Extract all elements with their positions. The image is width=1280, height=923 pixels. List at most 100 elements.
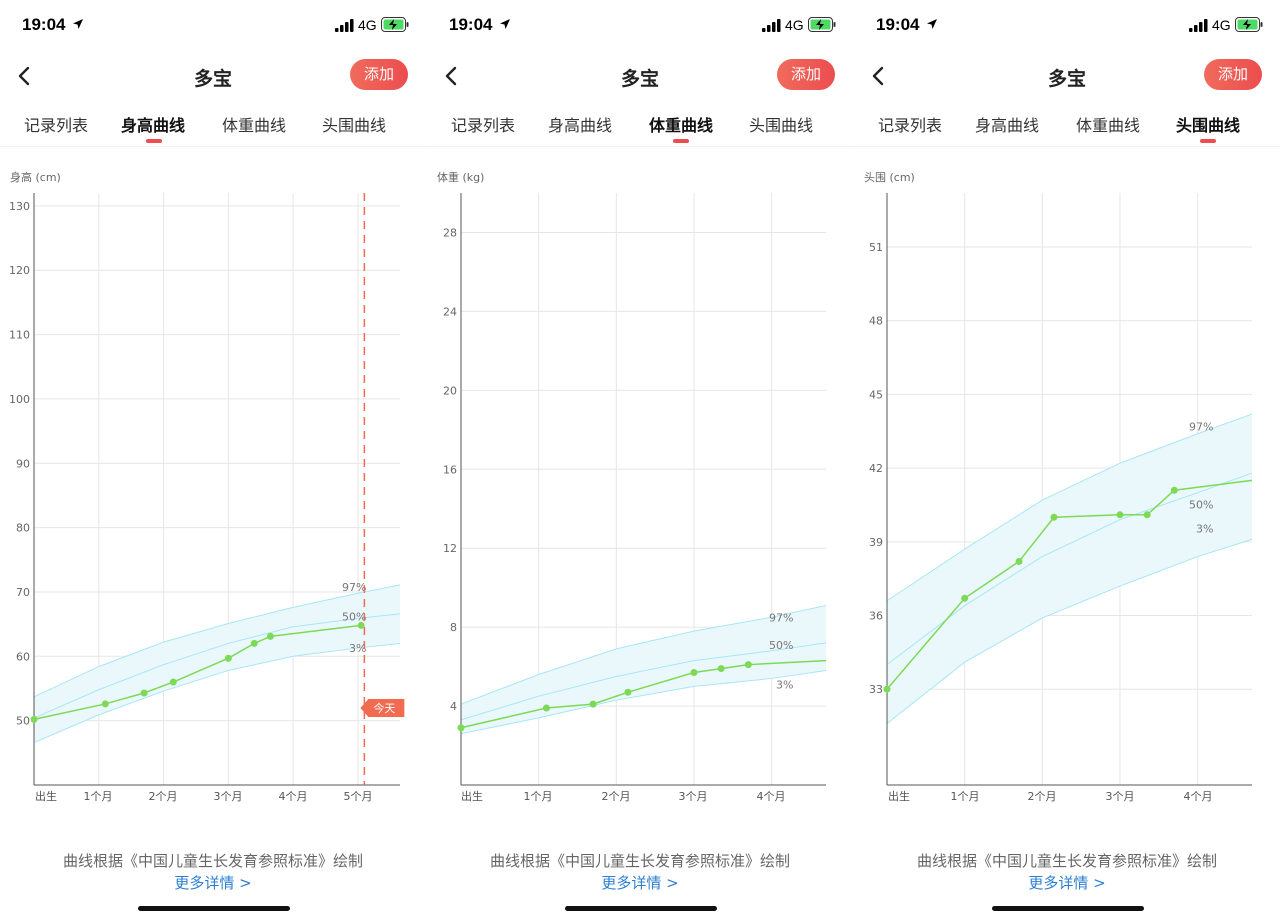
tab-height-curve[interactable]: 身高曲线: [548, 116, 613, 135]
divider: [0, 146, 426, 147]
measurement-point[interactable]: [30, 715, 38, 723]
measurement-point[interactable]: [542, 704, 550, 712]
y-tick-label: 28: [443, 226, 457, 239]
tab-weight-curve[interactable]: 体重曲线: [649, 116, 714, 135]
screen-height: 19:04 4G 多宝 添加 记录列表 身高曲线 体重曲线 头围曲线 身高 (c…: [0, 0, 426, 923]
y-tick-label: 50: [16, 715, 30, 728]
percentile-label: 50%: [769, 639, 793, 652]
percentile-label: 3%: [349, 642, 366, 655]
measurement-point[interactable]: [357, 621, 365, 629]
tab-weight-curve[interactable]: 体重曲线: [222, 116, 287, 135]
measurement-point[interactable]: [1116, 511, 1124, 519]
standard-note: 曲线根据《中国儿童生长发育参照标准》绘制: [62, 852, 363, 870]
x-tick-label: 2个月: [149, 790, 178, 803]
tab-height-curve[interactable]: 身高曲线: [121, 116, 186, 135]
more-details-link[interactable]: 更多详情 >: [601, 874, 679, 892]
y-tick-label: 8: [450, 621, 457, 634]
nav-bar: 多宝 添加: [0, 56, 426, 96]
screen-head: 19:04 4G 多宝 添加 记录列表 身高曲线 体重曲线 头围曲线 头围 (c…: [854, 0, 1280, 923]
y-tick-label: 20: [443, 384, 457, 397]
measurement-point[interactable]: [717, 665, 725, 673]
page-title: 多宝: [193, 68, 232, 90]
y-tick-label: 24: [443, 305, 457, 318]
measurement-point[interactable]: [883, 685, 891, 693]
x-tick-label: 2个月: [602, 790, 631, 803]
x-tick-label: 2个月: [1028, 790, 1057, 803]
tab-head-curve[interactable]: 头围曲线: [749, 116, 814, 135]
home-indicator: [565, 906, 717, 911]
status-bar: 19:04 4G: [427, 0, 853, 50]
tab-bar: 记录列表 身高曲线 体重曲线 头围曲线: [854, 112, 1280, 152]
y-tick-label: 51: [869, 241, 883, 254]
percentile-line: [460, 670, 827, 735]
tab-weight-curve[interactable]: 体重曲线: [1076, 116, 1141, 135]
percentile-line: [886, 413, 1253, 602]
percentile-line: [886, 472, 1253, 666]
x-tick-label: 1个月: [951, 790, 980, 803]
measurement-point[interactable]: [1170, 486, 1178, 494]
y-tick-label: 4: [450, 700, 457, 713]
measurement-point[interactable]: [224, 654, 232, 662]
today-marker[interactable]: 今天: [360, 699, 405, 717]
back-chevron-icon[interactable]: [444, 66, 458, 86]
measurement-point[interactable]: [1050, 513, 1058, 521]
measurement-point[interactable]: [169, 678, 177, 686]
measurement-point[interactable]: [744, 661, 752, 669]
growth-chart: 头围 (cm) 33 36 39 42 45 48 51 97% 50% 3% 出生 1个月 2个月 3个月…: [864, 171, 1253, 803]
measurement-point[interactable]: [624, 688, 632, 696]
x-tick-label: 3个月: [214, 790, 243, 803]
y-tick-label: 33: [869, 683, 883, 696]
page-title: 多宝: [620, 68, 659, 90]
measurement-line: [460, 659, 827, 729]
measurement-point[interactable]: [250, 639, 258, 647]
percentile-label: 97%: [1189, 421, 1213, 434]
y-tick-label: 36: [869, 610, 883, 623]
tab-record-list[interactable]: 记录列表: [24, 116, 89, 135]
percentile-line: [460, 642, 827, 721]
measurement-point[interactable]: [1015, 557, 1023, 565]
measurement-point[interactable]: [690, 669, 698, 677]
tab-record-list[interactable]: 记录列表: [878, 116, 943, 135]
x-tick-label: 5个月: [344, 790, 373, 803]
status-time: 19:04: [449, 15, 493, 34]
add-button[interactable]: 添加: [777, 59, 835, 90]
measurement-point[interactable]: [589, 700, 597, 708]
active-tab-indicator: [146, 139, 162, 143]
tab-record-list[interactable]: 记录列表: [451, 116, 516, 135]
back-chevron-icon[interactable]: [17, 66, 31, 86]
y-tick-label: 48: [869, 315, 883, 328]
measurement-point[interactable]: [1143, 511, 1151, 519]
today-label: 今天: [373, 701, 395, 715]
measurement-point[interactable]: [266, 632, 274, 640]
tab-height-curve[interactable]: 身高曲线: [975, 116, 1040, 135]
network-label: 4G: [785, 17, 804, 33]
y-tick-label: 42: [869, 462, 883, 475]
more-details-link[interactable]: 更多详情 >: [1028, 874, 1106, 892]
percentile-label: 50%: [1189, 499, 1213, 512]
status-bar: 19:04 4G: [854, 0, 1280, 50]
divider: [854, 146, 1280, 147]
y-tick-label: 45: [869, 388, 883, 401]
percentile-line: [33, 613, 401, 719]
home-indicator: [992, 906, 1144, 911]
battery-charging-icon: [808, 17, 836, 32]
measurement-point[interactable]: [140, 689, 148, 697]
tab-head-curve[interactable]: 头围曲线: [322, 116, 387, 135]
tab-head-curve[interactable]: 头围曲线: [1176, 116, 1241, 135]
more-details-link[interactable]: 更多详情 >: [174, 874, 252, 892]
x-tick-label: 出生: [35, 789, 57, 803]
measurement-point[interactable]: [457, 724, 465, 732]
measurement-point[interactable]: [961, 594, 969, 602]
status-time: 19:04: [876, 15, 920, 34]
percentile-line: [886, 538, 1253, 724]
measurement-point[interactable]: [101, 700, 109, 708]
add-button[interactable]: 添加: [1204, 59, 1262, 90]
signal-icon: [762, 19, 781, 32]
location-arrow-icon: [927, 19, 937, 29]
tab-bar: 记录列表 身高曲线 体重曲线 头围曲线: [0, 112, 426, 152]
x-tick-label: 4个月: [1184, 790, 1213, 803]
x-tick-label: 3个月: [679, 790, 708, 803]
back-chevron-icon[interactable]: [871, 66, 885, 86]
percentile-line: [460, 604, 827, 705]
add-button[interactable]: 添加: [350, 59, 408, 90]
